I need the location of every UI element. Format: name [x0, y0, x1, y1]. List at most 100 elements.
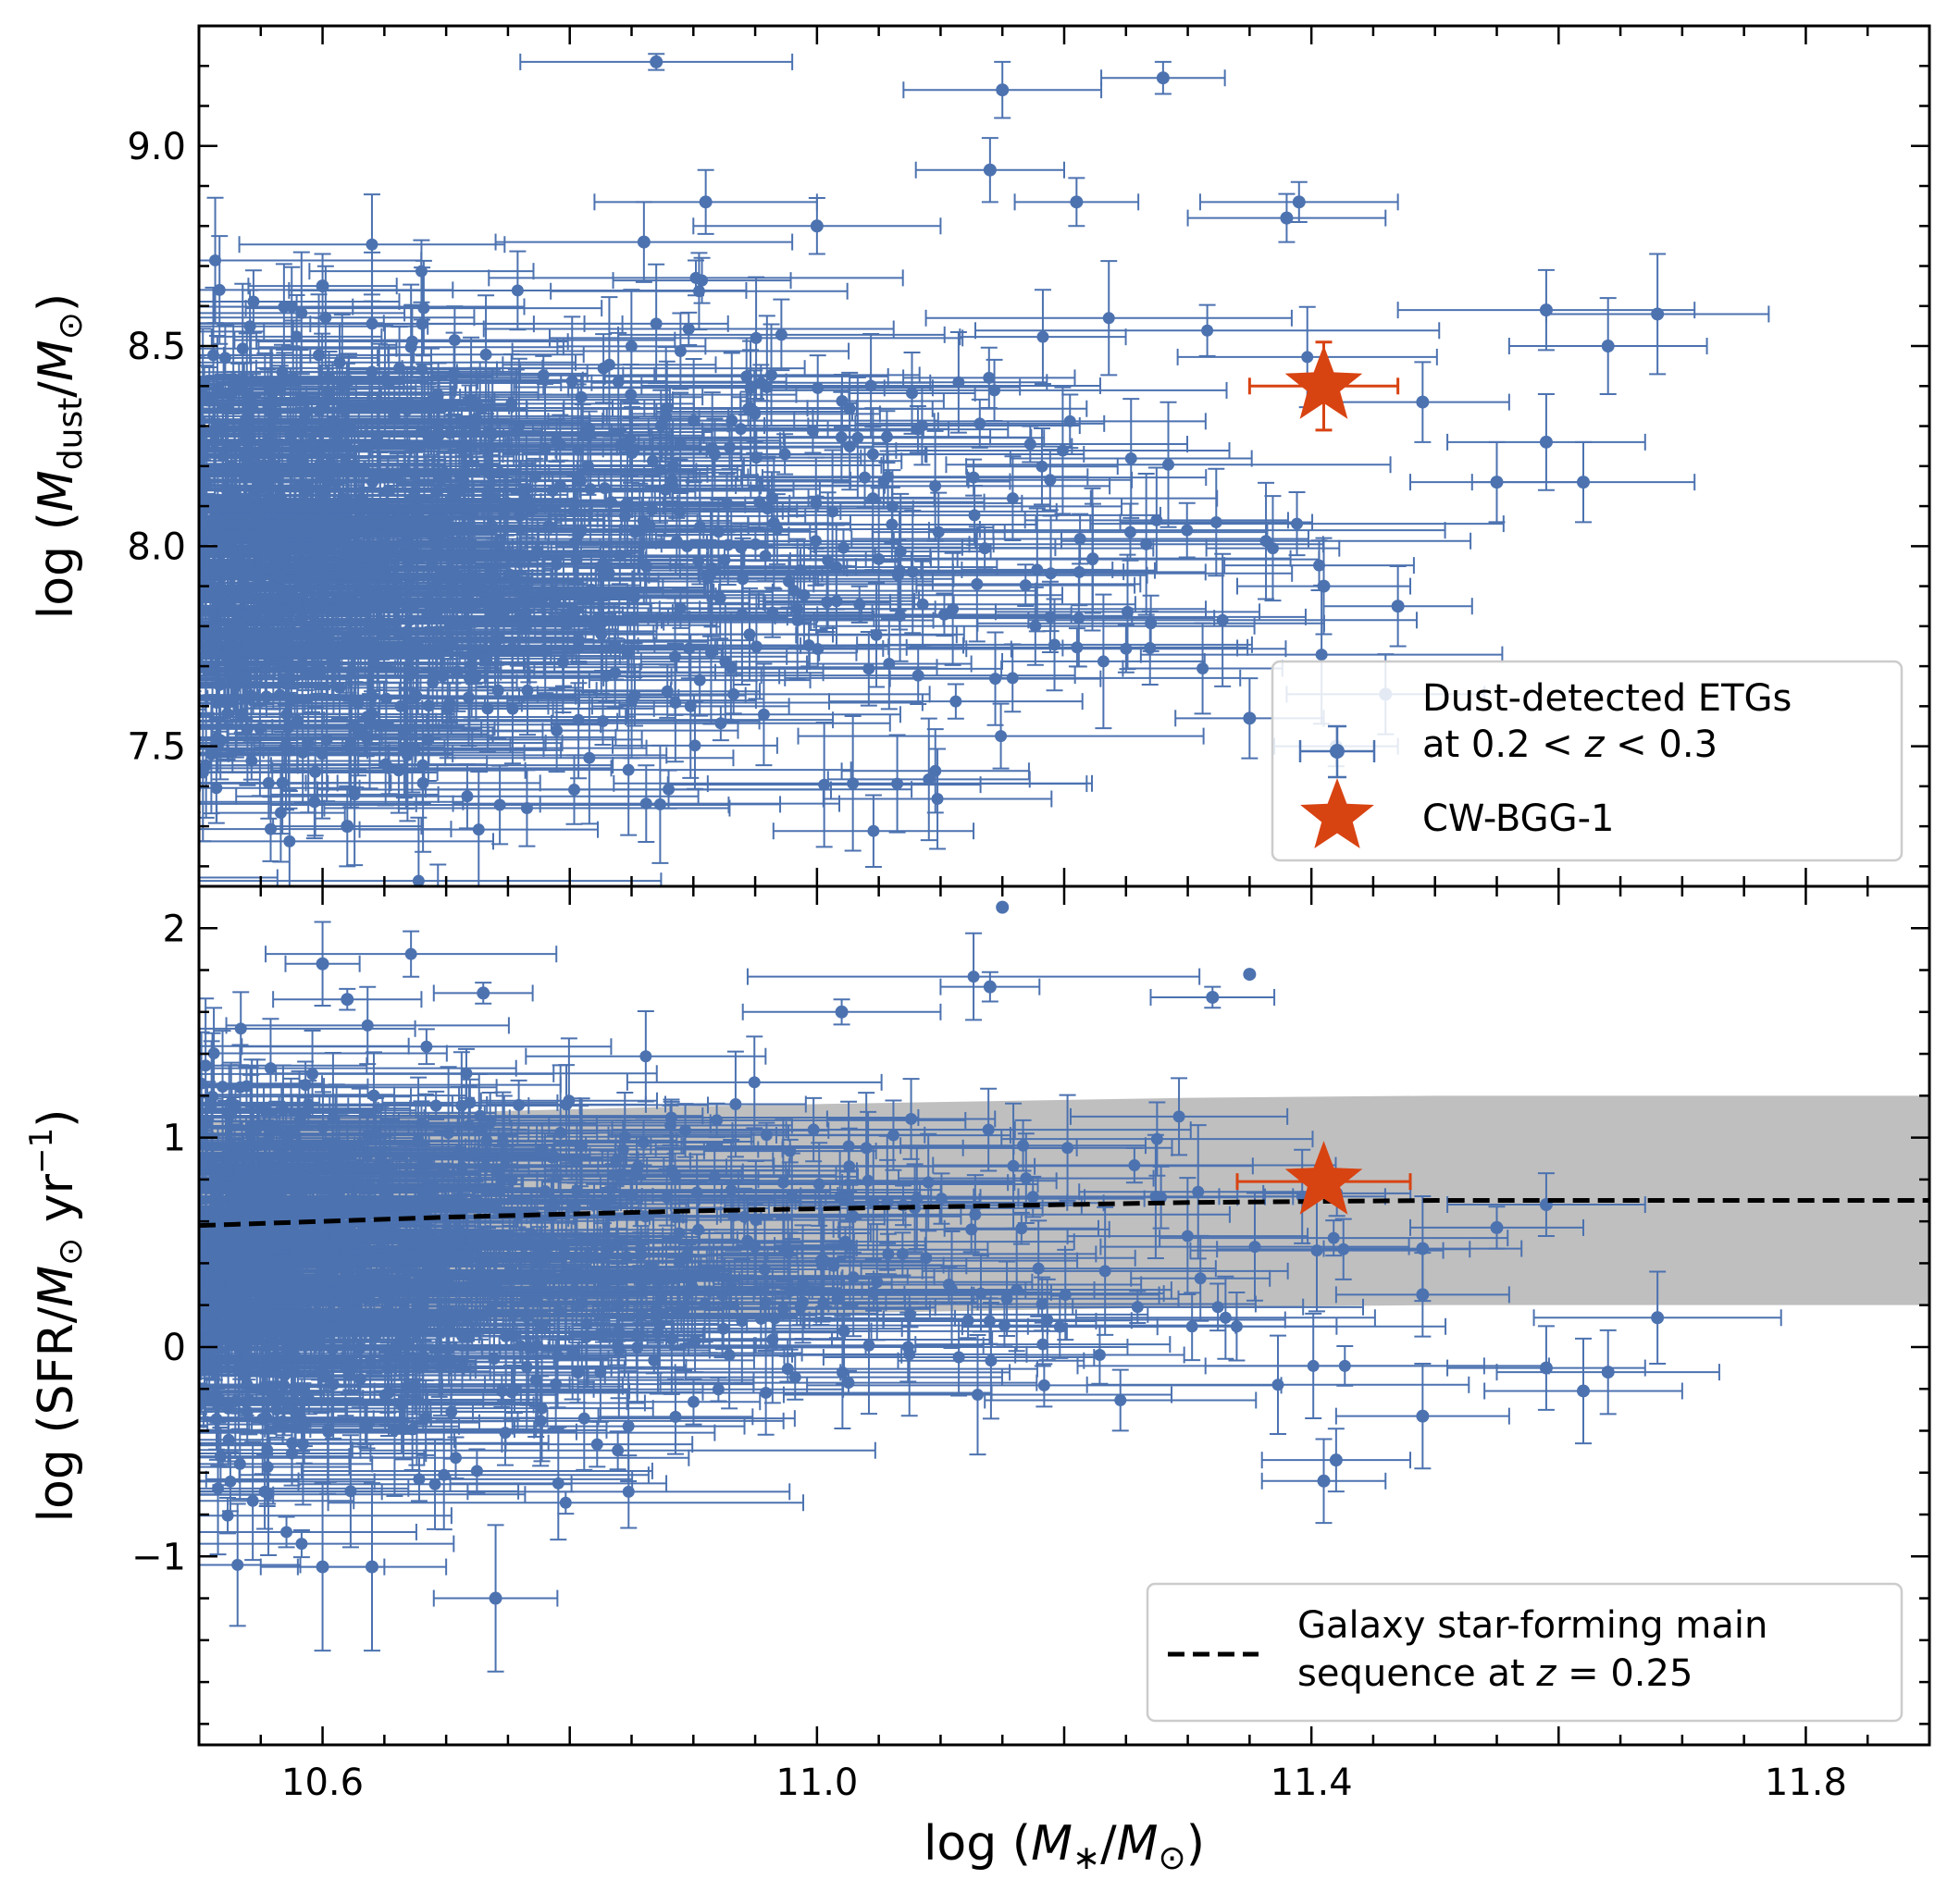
bottom-scatter-point: [199, 1160, 376, 1178]
bottom-cw-bgg-1-marker: [1235, 1141, 1412, 1215]
bottom-etg-point: [1483, 1337, 1683, 1445]
bottom-scatter-point: [1026, 1292, 1447, 1362]
top-scatter-point: [894, 502, 1292, 614]
top-scatter-point: [199, 498, 330, 583]
bottom-scatter-point: [199, 1227, 391, 1352]
top-scatter-point: [574, 663, 762, 719]
top-scatter-point: [927, 501, 1446, 559]
top-scatter-point: [254, 326, 544, 411]
bottom-scatter-point: [539, 1350, 993, 1436]
bottom-etg-point: [1334, 1363, 1510, 1470]
top-scatter-point: [488, 259, 904, 297]
top-scatter-point: [848, 352, 976, 435]
top-scatter-point: [1205, 495, 1341, 602]
top-scatter-point: [965, 427, 1119, 506]
bottom-y-tick-label: 2: [163, 908, 186, 950]
bottom-etg-point: [1149, 985, 1276, 1009]
top-etg-point: [914, 137, 1065, 204]
top-scatter-point: [772, 794, 975, 868]
top-scatter-point: [366, 347, 496, 456]
legend-cw-bgg-1-marker: [1300, 778, 1374, 848]
bottom-scatter-point: [961, 1094, 1173, 1202]
legend-etg-marker: [1298, 724, 1376, 779]
top-y-tick-labels: 7.5 8.0 8.5 9.0: [127, 126, 186, 769]
bottom-scatter-point: [746, 932, 1201, 1021]
bottom-scatter-point: [205, 1380, 349, 1439]
bottom-scatter-point: [199, 1037, 410, 1055]
top-scatter-point: [308, 608, 716, 689]
bottom-etg-point: [1446, 1325, 1646, 1411]
top-etg-point: [1100, 60, 1226, 95]
top-scatter-point: [822, 748, 1053, 850]
top-scatter-point: [797, 702, 1205, 770]
top-scatter-point: [396, 624, 552, 686]
bottom-scatter-point: [199, 1344, 230, 1362]
bottom-scatter-point: [381, 1078, 559, 1128]
top-scatter-point: [828, 683, 1084, 720]
top-scatter-point: [905, 627, 1249, 668]
top-scatter-point: [358, 771, 600, 886]
top-scatter-point: [321, 457, 750, 496]
bottom-scatter-point: [626, 1035, 883, 1130]
top-scatter-point: [1089, 491, 1505, 557]
bottom-y-tick-labels: −1 0 1 2: [131, 908, 186, 1578]
bottom-legend: Galaxy star-forming main sequence at z =…: [1146, 1582, 1904, 1723]
top-scatter-point: [255, 303, 569, 379]
top-scatter-point: [199, 691, 372, 709]
bottom-scatter-point: [199, 1399, 550, 1487]
bottom-scatter-point: [1066, 1177, 1309, 1296]
top-etg-point: [593, 168, 818, 235]
top-scatter-point: [678, 546, 923, 594]
top-scatter-point: [613, 715, 1094, 852]
top-scatter-point: [602, 346, 730, 488]
top-scatter-point: [199, 816, 663, 886]
bottom-scatter-point: [921, 1205, 1289, 1336]
top-scatter-point: [895, 386, 1231, 515]
bottom-scatter-point: [449, 1302, 604, 1433]
x-tick-label: 10.6: [281, 1762, 364, 1804]
top-scatter-point: [199, 633, 306, 675]
top-scatter-point: [199, 520, 366, 629]
bottom-scatter-point: [199, 1357, 285, 1375]
bottom-scatter-point: [1069, 1077, 1289, 1156]
top-etg-point: [519, 53, 794, 71]
top-etg-point: [247, 253, 398, 319]
legend-star-shape: [1300, 778, 1374, 848]
bottom-scatter-point: [300, 1448, 653, 1494]
dust-mass-panel: 7.5 8.0 8.5 9.0 Dust-detected ETGs at 0.2 <…: [127, 24, 1931, 888]
top-etg-point: [902, 60, 1103, 119]
top-scatter-point: [482, 311, 895, 347]
top-ticks: [197, 24, 1931, 886]
bottom-scatter-point: [664, 1289, 936, 1327]
x-tick-labels: 10.6 11.0 11.4 11.8: [281, 1762, 1847, 1804]
bottom-scatter-point: [265, 930, 558, 978]
bottom-scatter-point: [199, 1059, 261, 1175]
bottom-scatter-point: [225, 1239, 469, 1264]
top-etg-point: [1409, 440, 1584, 524]
top-etg-point: [1334, 361, 1510, 443]
bottom-scatter-point: [199, 1096, 497, 1130]
bottom-scatter-point: [514, 1238, 769, 1272]
top-data-points: [247, 53, 1770, 868]
top-scatter-point: [199, 346, 444, 459]
bottom-scatter-point: [620, 1278, 1068, 1385]
top-scatter-point: [643, 433, 926, 476]
top-scatter-point: [550, 252, 849, 331]
bottom-scatter-point: [806, 1363, 1283, 1408]
top-scatter-point: [271, 666, 440, 789]
bottom-ticks: [197, 884, 1931, 1745]
top-scatter-point: [597, 538, 820, 617]
bottom-scatter-point: [943, 1211, 1099, 1245]
top-scatter-point: [1060, 481, 1472, 600]
top-scatter-point: [211, 448, 623, 580]
bottom-scatter-point: [242, 1123, 728, 1211]
top-scatter-point: [666, 722, 982, 848]
top-scatter-point: [199, 869, 279, 886]
top-scatter-point: [199, 579, 377, 597]
bottom-etg-point: [432, 1524, 559, 1673]
top-scatter-point: [815, 586, 1256, 666]
top-scatter-point: [199, 450, 333, 582]
top-scatter-point: [199, 731, 392, 835]
bottom-scatter-point: [258, 1310, 588, 1403]
top-scatter-point: [199, 486, 350, 623]
